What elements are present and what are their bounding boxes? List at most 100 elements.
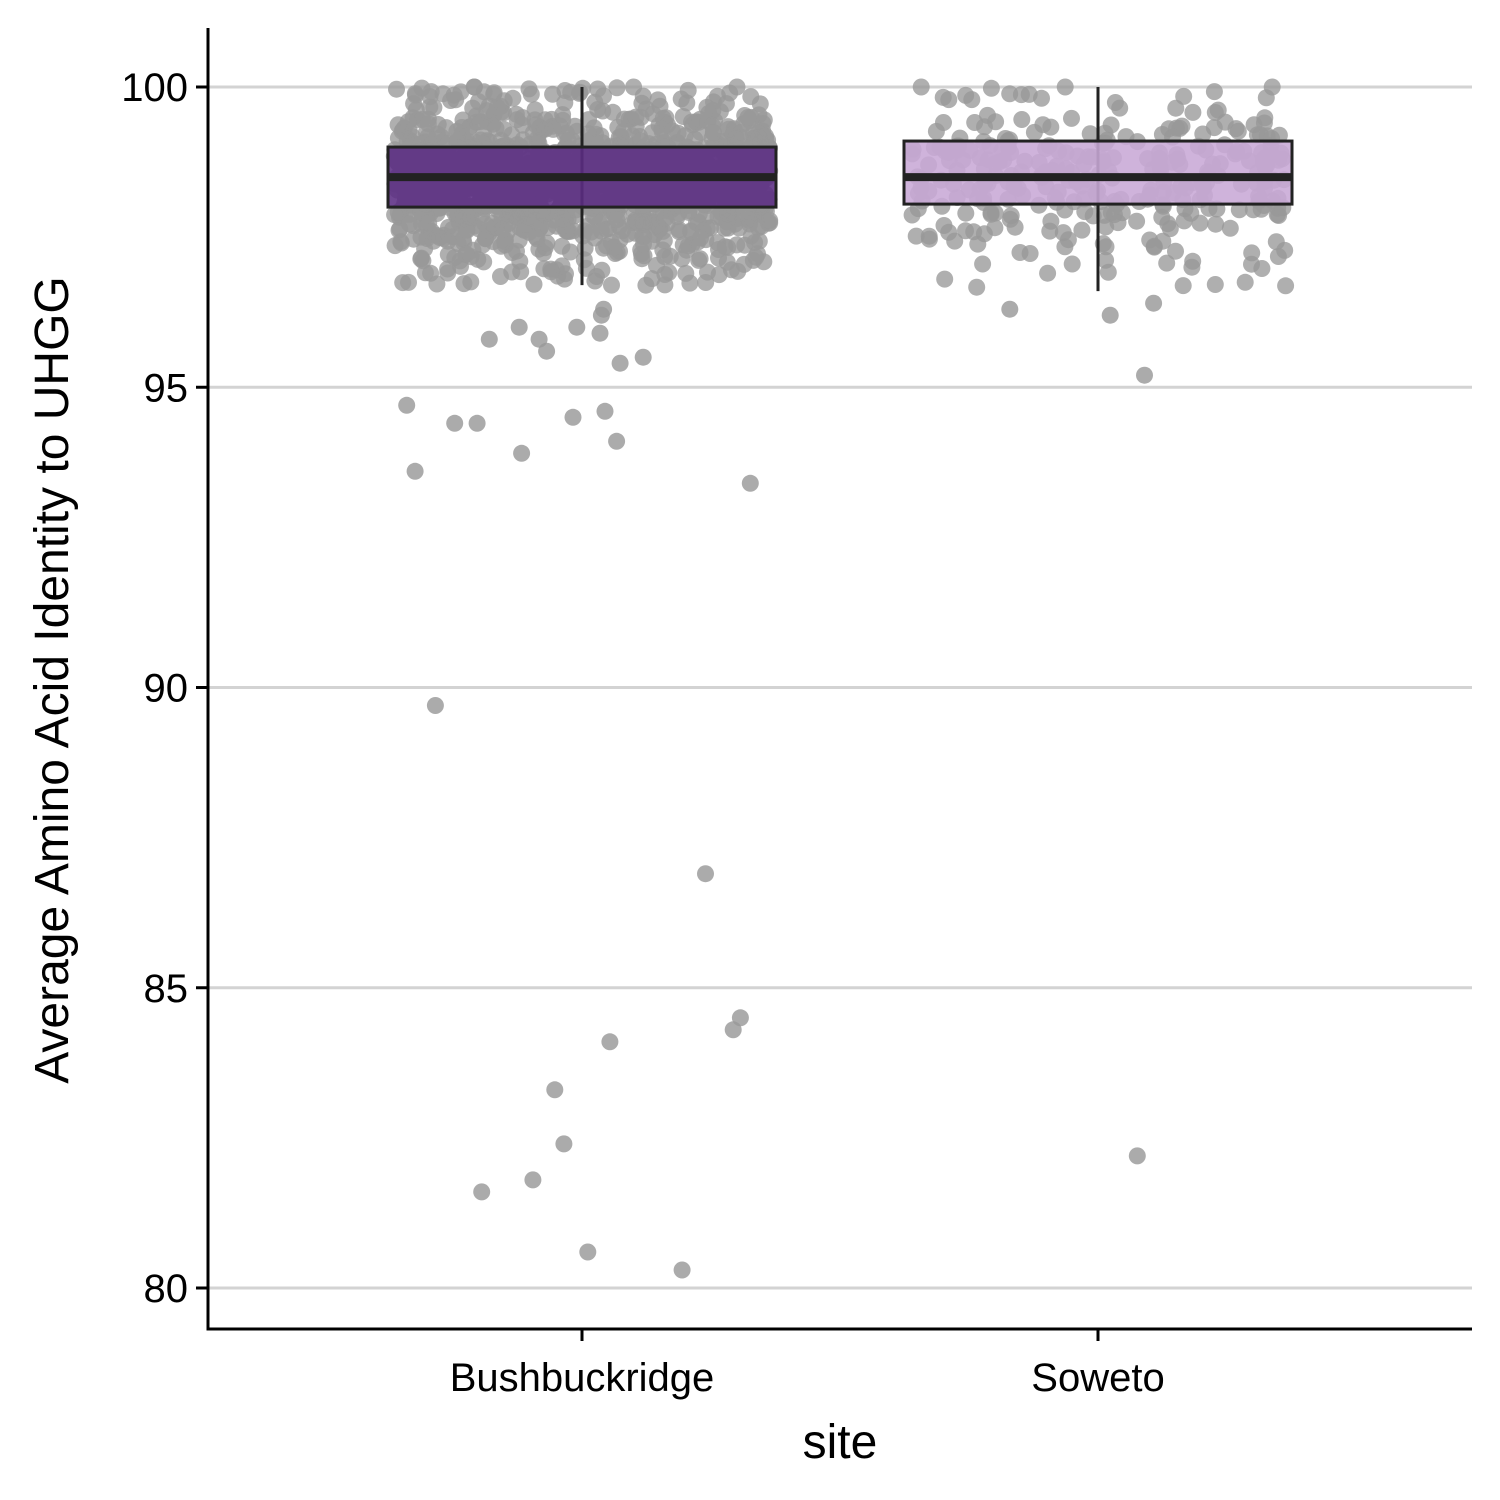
data-point — [1042, 212, 1060, 230]
data-point — [751, 95, 769, 113]
data-point — [732, 123, 750, 141]
data-point — [1056, 238, 1074, 256]
y-tick-label-90: 90 — [144, 667, 189, 711]
data-point — [704, 101, 722, 119]
data-point — [1145, 237, 1163, 255]
data-point — [561, 243, 579, 261]
data-point — [761, 212, 779, 229]
data-point — [1158, 254, 1176, 272]
data-point — [449, 131, 466, 149]
data-point — [457, 245, 475, 263]
data-point — [957, 204, 975, 222]
y-tick-label-95: 95 — [144, 366, 189, 410]
data-point — [525, 275, 543, 293]
data-point — [1194, 125, 1212, 143]
data-point — [615, 122, 633, 140]
data-point — [401, 215, 418, 233]
data-point — [586, 272, 604, 290]
outlier-point — [1145, 294, 1163, 312]
outlier-point — [601, 1033, 619, 1051]
data-point — [1020, 85, 1038, 103]
data-point — [1081, 125, 1099, 143]
data-point — [388, 80, 405, 98]
data-point — [677, 264, 695, 282]
y-tick-label-80: 80 — [144, 1267, 189, 1311]
outlier-point — [530, 330, 548, 348]
data-point — [582, 223, 600, 241]
data-point — [503, 263, 521, 281]
outlier-point — [1001, 300, 1019, 318]
data-point — [457, 221, 475, 239]
box-1 — [902, 139, 1294, 206]
data-point — [1267, 233, 1285, 251]
data-point — [1168, 119, 1185, 137]
data-point — [634, 87, 652, 105]
data-point — [739, 109, 757, 126]
data-point — [608, 79, 626, 97]
outlier-point — [510, 318, 528, 336]
outlier-point — [1101, 306, 1119, 324]
data-point — [479, 222, 497, 239]
data-point — [1270, 126, 1288, 144]
data-point — [394, 274, 412, 292]
data-point — [557, 205, 574, 223]
outlier-point — [1136, 366, 1153, 384]
data-point — [719, 205, 737, 223]
data-point — [589, 80, 607, 98]
data-point — [544, 85, 562, 103]
data-point — [717, 95, 735, 113]
axes — [206, 28, 1472, 1331]
data-point — [940, 91, 958, 109]
data-point — [1183, 258, 1201, 276]
data-point — [419, 115, 437, 133]
y-axis-title: Average Amino Acid Identity to UHGG — [26, 276, 79, 1084]
data-point — [730, 219, 748, 237]
outlier-point — [608, 432, 626, 450]
data-point — [1167, 242, 1184, 260]
data-point — [577, 259, 595, 277]
data-point — [386, 237, 404, 255]
outlier-point — [468, 414, 486, 432]
outlier-point — [697, 865, 714, 883]
data-point — [1063, 109, 1080, 127]
outlier-point — [596, 402, 614, 420]
data-point — [1175, 87, 1193, 105]
data-point — [946, 232, 964, 250]
data-point — [439, 232, 457, 250]
data-point — [705, 124, 722, 141]
data-point — [1221, 219, 1239, 237]
data-point — [935, 217, 953, 234]
x-tick-label-1: Soweto — [1031, 1356, 1164, 1400]
boxes — [386, 87, 1294, 292]
data-point — [595, 239, 612, 257]
outlier-point — [611, 354, 629, 372]
outlier-point — [579, 1243, 597, 1261]
data-point — [1216, 113, 1234, 131]
data-point — [603, 276, 620, 294]
data-point — [1001, 85, 1019, 103]
data-point — [907, 227, 925, 245]
data-point — [405, 95, 423, 113]
data-point — [1002, 207, 1020, 225]
data-point — [472, 131, 490, 149]
outlier-point — [634, 348, 652, 366]
data-point — [1034, 116, 1052, 134]
data-point — [728, 236, 746, 254]
data-point — [635, 235, 652, 253]
outlier-point — [1128, 1147, 1146, 1165]
data-point — [966, 114, 984, 131]
data-point — [604, 103, 622, 121]
outlier-point — [426, 697, 444, 714]
jitter-points — [385, 78, 1295, 1279]
outlier-point — [724, 1021, 742, 1039]
y-tick-label-100: 100 — [121, 66, 188, 110]
outlier-point — [568, 318, 586, 336]
data-point — [1207, 215, 1225, 233]
data-point — [1073, 221, 1091, 239]
data-point — [632, 132, 650, 150]
data-point — [485, 84, 503, 102]
x-axis-title: site — [803, 1416, 878, 1469]
data-point — [527, 228, 545, 246]
data-point — [1257, 89, 1275, 107]
